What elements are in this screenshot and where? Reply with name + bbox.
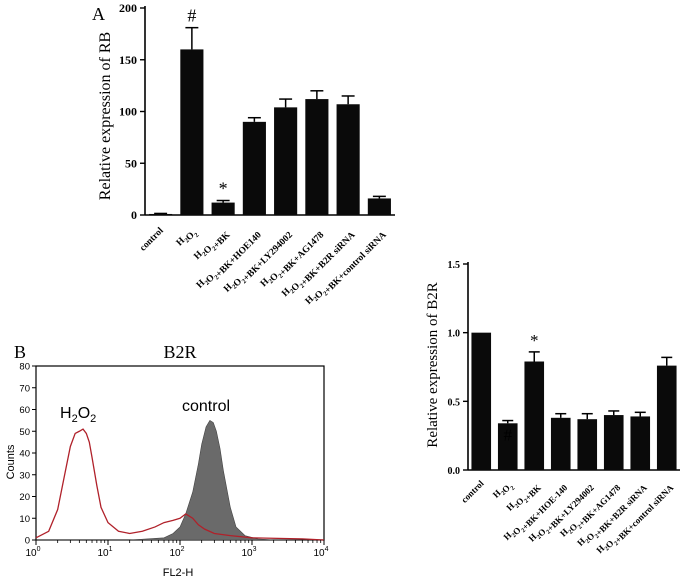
- rb-y-tick-label: 200: [119, 1, 137, 15]
- flow-y-axis-label: Counts: [5, 444, 17, 479]
- flow-y-tick-label: 40: [19, 449, 30, 460]
- flow-y-tick-label: 0: [25, 536, 30, 547]
- panel-label-a: A: [92, 4, 105, 24]
- rb-bar-1: [180, 49, 204, 216]
- rb-y-tick-label: 150: [119, 53, 137, 67]
- flow-y-tick-label: 30: [19, 470, 30, 481]
- flow-series-h2o2: [35, 428, 325, 541]
- flow-y-tick-label: 60: [19, 405, 30, 416]
- b2r_bar-bar-7: [656, 365, 677, 470]
- flow-x-tick-label: 102: [169, 546, 184, 559]
- b2r_bar-y-tick-label: 1.5: [448, 260, 461, 271]
- rb-y-tick-label: 50: [125, 156, 137, 170]
- b2r_bar-y-tick-label: 0.5: [448, 397, 461, 408]
- flow-histogram: 0 10 20 30 40 50 60 70 80 100 101 102 103 104 H2O2 cont…: [19, 362, 328, 560]
- b2r-y-axis-label: Relative expression of B2R: [425, 282, 441, 447]
- b2r_bar-y-tick-label: 0.0: [448, 466, 461, 477]
- flow-y-tick-label: 50: [19, 427, 30, 438]
- rb-y-axis-label: Relative expression of RB: [97, 32, 114, 200]
- rb-bar-2: [211, 202, 235, 215]
- b2r_bar-bar-2: [524, 361, 545, 470]
- b2r_bar-annotation-2: *: [530, 331, 539, 350]
- b2r_bar-bar-4: [577, 419, 598, 470]
- b2r_bar-category-label-1: H2O2: [491, 478, 517, 504]
- rb-category-label-1: H2O2: [175, 226, 201, 252]
- rb-bar-3: [242, 121, 266, 215]
- flow-x-tick-label: 101: [97, 546, 112, 559]
- b2r_bar-bar-0: [471, 332, 492, 470]
- rb-bar-5: [305, 99, 329, 215]
- flow-title: B2R: [163, 342, 196, 362]
- flow-x-tick-label: 100: [25, 546, 40, 559]
- flow-x-tick-label: 103: [241, 546, 256, 559]
- rb-category-label-0: control: [138, 226, 166, 254]
- flow-series-control: [36, 419, 324, 541]
- rb-annotation-1: #: [187, 6, 196, 26]
- flow-x-tick-label: 104: [313, 546, 328, 559]
- flow-y-tick-label: 20: [19, 492, 30, 503]
- flow-label-control: control: [182, 398, 230, 415]
- b2r_bar-category-label-0: control: [459, 478, 486, 505]
- rb-y-tick-label: 100: [119, 105, 137, 119]
- b2r_bar-y-tick-label: 1.0: [448, 329, 461, 340]
- rb-bar-4: [274, 107, 298, 215]
- flow-y-tick-label: 10: [19, 514, 30, 525]
- b2r_bar-annotation-1: #: [504, 425, 513, 444]
- b2r_bar-bar-3: [550, 417, 571, 470]
- b2r_bar-bar-6: [630, 416, 651, 470]
- rb-bar-0: [149, 213, 173, 215]
- b2r_bar-bar-1: [497, 423, 518, 470]
- panel-label-b: B: [14, 342, 26, 362]
- flow-y-tick-label: 80: [19, 362, 30, 373]
- flow-plot-frame: [35, 365, 325, 541]
- flow-x-axis-label: FL2-H: [163, 567, 194, 579]
- b2r_bar-bar-5: [603, 415, 624, 470]
- rb-annotation-2: *: [219, 179, 228, 199]
- rb-y-tick-label: 0: [131, 208, 137, 222]
- rb-bar-7: [367, 198, 391, 215]
- rb-bar-6: [336, 104, 360, 215]
- flow-y-tick-label: 70: [19, 383, 30, 394]
- flow-label-h2o2: H2O2: [60, 405, 96, 425]
